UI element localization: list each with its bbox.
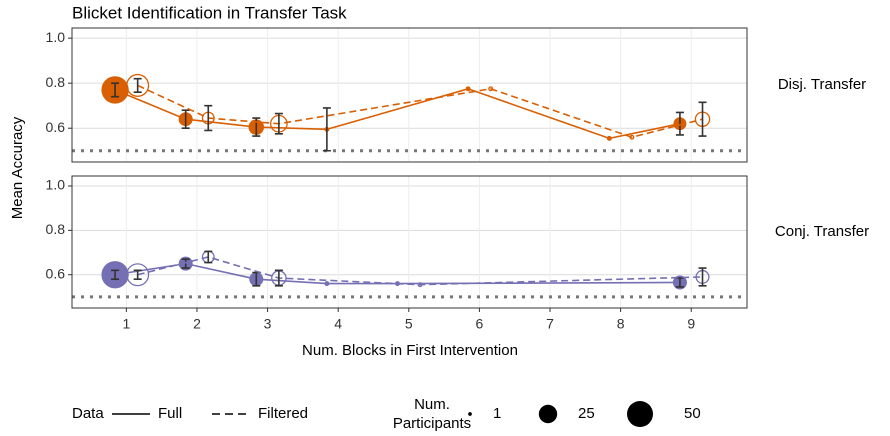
x-tick-label: 2	[193, 316, 201, 332]
y-tick-label: 1.0	[46, 177, 66, 193]
error-bar	[675, 111, 684, 136]
error-bar	[133, 269, 142, 280]
y-axis-title: Mean Accuracy	[9, 116, 26, 219]
panel	[72, 28, 747, 162]
x-tick-label: 6	[476, 316, 484, 332]
y-tick-label: 0.8	[46, 221, 66, 237]
size-legend-label: 25	[578, 405, 595, 422]
error-bar	[111, 269, 120, 280]
point	[606, 135, 612, 141]
panel-border	[71, 27, 748, 163]
error-bar	[274, 112, 283, 135]
x-axis-title: Num. Blocks in First Intervention	[302, 342, 518, 359]
error-bar	[133, 77, 142, 93]
point	[324, 281, 330, 287]
error-bar	[181, 109, 190, 130]
legend-label: Filtered	[258, 405, 308, 422]
chart-title: Blicket Identification in Transfer Task	[72, 3, 347, 22]
error-bar	[181, 258, 190, 269]
series-line	[137, 84, 703, 139]
legend-title: Data	[72, 405, 104, 422]
point	[488, 86, 494, 92]
x-tick-label: 7	[546, 316, 554, 332]
error-bar	[274, 269, 283, 287]
y-tick-label: 1.0	[46, 29, 66, 45]
error-bar	[252, 117, 261, 137]
size-legend-point	[468, 412, 472, 416]
panel-border	[71, 175, 748, 309]
x-tick-label: 1	[122, 316, 130, 332]
size-legend-label: 50	[684, 405, 701, 422]
size-legend-title: Num.	[414, 396, 450, 413]
point	[126, 73, 150, 97]
error-bar	[204, 104, 213, 132]
point	[465, 86, 471, 92]
legend-label: Full	[158, 405, 182, 422]
point	[417, 282, 423, 288]
size-legend-label: 1	[493, 405, 501, 422]
point	[629, 134, 635, 140]
error-bar	[111, 82, 120, 98]
y-tick-label: 0.8	[46, 74, 66, 90]
panel	[72, 176, 747, 308]
error-bar	[698, 101, 707, 137]
x-tick-label: 9	[687, 316, 695, 332]
facet-label: Disj. Transfer	[778, 76, 866, 93]
x-tick-label: 4	[334, 316, 342, 332]
size-legend-point	[627, 401, 653, 427]
x-tick-label: 8	[617, 316, 625, 332]
y-tick-label: 0.6	[46, 265, 66, 281]
size-legend-point	[538, 404, 558, 424]
error-bar	[698, 267, 707, 287]
error-bar	[204, 250, 213, 264]
x-tick-label: 3	[264, 316, 272, 332]
x-tick-label: 5	[405, 316, 413, 332]
y-tick-label: 0.6	[46, 119, 66, 135]
error-bar	[322, 107, 331, 152]
point	[126, 263, 150, 287]
size-legend-title: Participants	[393, 415, 471, 432]
facet-label: Conj. Transfer	[775, 223, 869, 240]
